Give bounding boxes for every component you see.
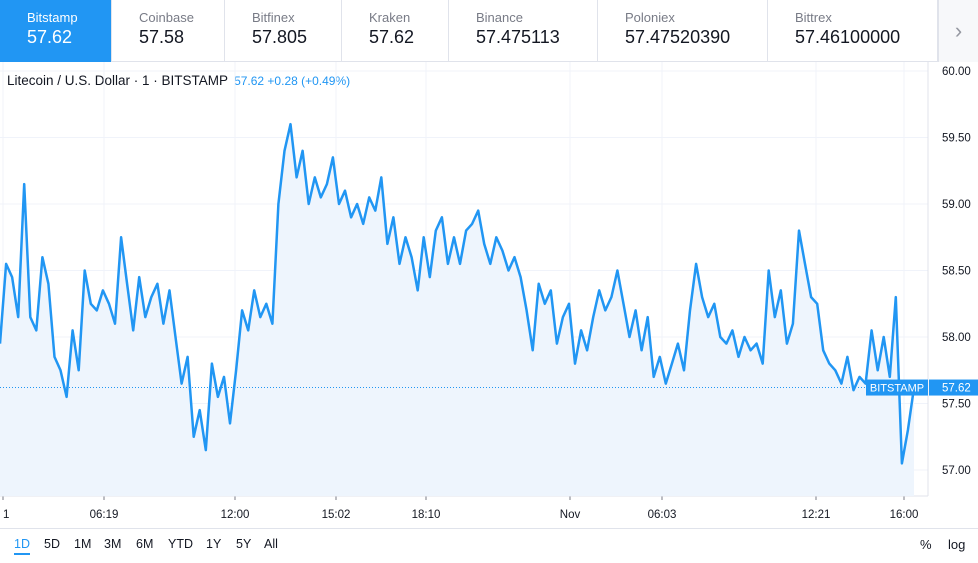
y-tick-label: 58.00 <box>942 332 971 344</box>
range-1d[interactable]: 1D <box>14 537 30 555</box>
exchange-tabs: Bitstamp 57.62 Coinbase 57.58 Bitfinex 57.805… <box>0 0 978 62</box>
exchange-tab-kraken[interactable]: Kraken 57.62 <box>342 0 449 62</box>
range-6m[interactable]: 6M <box>136 537 154 551</box>
exchange-name: Kraken <box>369 10 411 25</box>
legend-title: Litecoin / U.S. Dollar · 1 · BITSTAMP <box>7 73 229 88</box>
y-tick-label: 57.50 <box>942 399 971 411</box>
legend-values: 57.62 +0.28 (+0.49%) <box>234 74 351 88</box>
x-tick-label: 16:00 <box>890 509 919 521</box>
price-area <box>0 124 914 496</box>
y-tick-label: 58.50 <box>942 266 971 278</box>
x-tick-label: 06:03 <box>648 509 677 521</box>
exchange-price: 57.58 <box>139 27 185 47</box>
exchange-tab-bittrex[interactable]: Bittrex 57.46100000 <box>768 0 938 62</box>
price-line <box>0 122 916 465</box>
y-tick-label: 60.00 <box>942 66 971 78</box>
log-toggle[interactable]: log <box>948 537 966 552</box>
range-5d[interactable]: 5D <box>44 537 60 551</box>
price-chart[interactable]: 57.00 57.50 58.00 58.50 59.00 59.50 60.00 1 06:1… <box>0 62 978 528</box>
exchange-tab-binance[interactable]: Binance 57.475113 <box>449 0 598 62</box>
range-all[interactable]: All <box>264 537 278 551</box>
x-tick-label: 12:21 <box>802 509 831 521</box>
range-3m[interactable]: 3M <box>104 537 122 551</box>
exchange-label-bg <box>866 379 928 396</box>
last-price-label-bg <box>929 379 978 396</box>
range-1m[interactable]: 1M <box>74 537 92 551</box>
exchange-price: 57.47520390 <box>625 27 731 47</box>
exchange-label: BITSTAMP <box>870 383 924 395</box>
x-tick-label: Nov <box>560 509 581 521</box>
range-1y[interactable]: 1Y <box>206 537 222 551</box>
exchange-tab-bitfinex[interactable]: Bitfinex 57.805 <box>225 0 342 62</box>
percent-toggle[interactable]: % <box>920 537 932 552</box>
exchange-price: 57.62 <box>27 27 73 47</box>
exchange-name: Bittrex <box>795 10 832 25</box>
exchange-tab-poloniex[interactable]: Poloniex 57.47520390 <box>598 0 768 62</box>
exchange-name: Bitstamp <box>27 10 78 25</box>
chevron-right-icon[interactable]: › <box>938 0 978 62</box>
y-tick-label: 59.00 <box>942 199 971 211</box>
last-price-label: 57.62 <box>942 383 971 395</box>
x-tick-label: 1 <box>3 509 9 521</box>
range-ytd[interactable]: YTD <box>168 537 193 551</box>
x-tick-label: 06:19 <box>90 509 119 521</box>
y-tick-label: 59.50 <box>942 133 971 145</box>
exchange-tab-bitstamp[interactable]: Bitstamp 57.62 <box>0 0 112 62</box>
exchange-name: Bitfinex <box>252 10 295 25</box>
chart-legend: Litecoin / U.S. Dollar · 1 · BITSTAMP 57.… <box>7 73 350 88</box>
x-tick-label: 12:00 <box>221 509 250 521</box>
exchange-price: 57.475113 <box>476 27 560 47</box>
exchange-tab-coinbase[interactable]: Coinbase 57.58 <box>112 0 225 62</box>
exchange-price: 57.46100000 <box>795 27 901 47</box>
exchange-name: Coinbase <box>139 10 194 25</box>
y-tick-label: 57.00 <box>942 465 971 477</box>
bottom-toolbar: % log 1D 5D 1M 3M 6M YTD 1Y 5Y All <box>0 528 978 563</box>
exchange-price: 57.62 <box>369 27 415 47</box>
range-5y[interactable]: 5Y <box>236 537 252 551</box>
x-tick-label: 18:10 <box>412 509 441 521</box>
exchange-price: 57.805 <box>252 27 308 47</box>
exchange-name: Binance <box>476 10 523 25</box>
x-tick-label: 15:02 <box>322 509 351 521</box>
exchange-name: Poloniex <box>625 10 675 25</box>
